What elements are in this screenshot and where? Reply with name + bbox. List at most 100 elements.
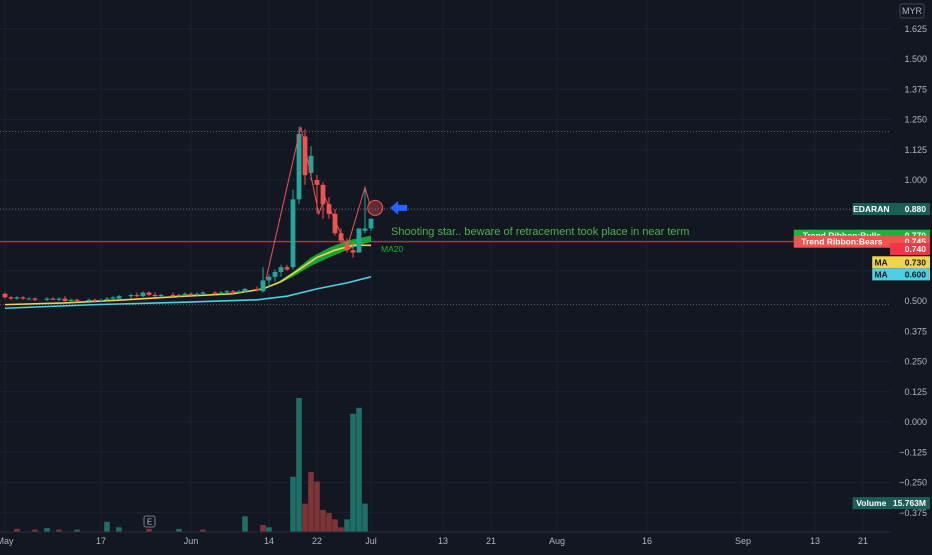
- candle[interactable]: [32, 297, 38, 301]
- candle[interactable]: [14, 296, 20, 300]
- x-tick-label: 21: [486, 536, 496, 546]
- candle[interactable]: [266, 274, 272, 287]
- candle[interactable]: [104, 297, 110, 301]
- candle[interactable]: [110, 296, 116, 300]
- candle-body: [350, 250, 356, 253]
- ma20-label: MA20: [381, 244, 403, 254]
- volume-bar: [344, 519, 350, 532]
- candle[interactable]: [230, 290, 236, 294]
- candle[interactable]: [170, 292, 176, 298]
- y-tick-label: 0.000: [904, 417, 927, 427]
- candle[interactable]: [356, 228, 362, 253]
- price-tags: 0.880 EDARAN 0.770 Trend Ribbon:Bulls 0.745 T…: [793, 203, 930, 510]
- candle[interactable]: [50, 297, 56, 300]
- candle-body: [236, 291, 242, 293]
- candle[interactable]: [332, 209, 338, 236]
- price-tag-value: 0.770: [905, 231, 927, 241]
- volume-bar: [338, 527, 344, 532]
- candle[interactable]: [260, 267, 266, 293]
- candle[interactable]: [44, 297, 50, 301]
- candle[interactable]: [200, 291, 206, 295]
- candle[interactable]: [158, 293, 164, 298]
- candle[interactable]: [116, 294, 122, 300]
- candle[interactable]: [326, 196, 332, 219]
- candle[interactable]: [242, 287, 248, 293]
- candle[interactable]: [68, 298, 74, 303]
- candle[interactable]: [362, 189, 368, 234]
- candle[interactable]: [182, 292, 188, 297]
- x-tick-label: 16: [642, 536, 652, 546]
- candle[interactable]: [188, 292, 194, 297]
- candle[interactable]: [302, 129, 308, 185]
- candle[interactable]: [212, 291, 218, 295]
- candle[interactable]: [254, 286, 260, 292]
- candle[interactable]: [152, 292, 158, 298]
- y-tick-label: 1.375: [904, 84, 927, 94]
- price-tag-label-box: [793, 235, 890, 248]
- price-tag: 15.763M Volume: [852, 497, 930, 510]
- candle-body: [230, 291, 236, 293]
- y-tick-label: 0.250: [904, 357, 927, 367]
- candle[interactable]: [92, 298, 98, 303]
- candle[interactable]: [272, 269, 278, 282]
- candle[interactable]: [134, 292, 140, 298]
- candle-body: [260, 280, 266, 292]
- price-tag-label: Volume: [856, 498, 886, 508]
- candle[interactable]: [128, 293, 134, 299]
- candle-body: [218, 292, 224, 294]
- candle[interactable]: [56, 297, 62, 301]
- x-axis-ticks: May 17 Jun 14 22 Jul 13 21 Aug 16 Sep 13 21: [0, 536, 868, 546]
- candle[interactable]: [236, 290, 242, 294]
- candle-body: [320, 184, 326, 205]
- candle-body: [74, 299, 80, 301]
- volume-bar: [14, 528, 20, 532]
- y-tick-label: 1.125: [904, 145, 927, 155]
- y-tick-label: 1.250: [904, 115, 927, 125]
- event-marker[interactable]: E: [143, 515, 156, 528]
- candle-body: [254, 288, 260, 291]
- volume-bar: [266, 527, 272, 532]
- candle[interactable]: [86, 298, 92, 304]
- candle[interactable]: [140, 291, 146, 298]
- event-marker-label: E: [147, 518, 152, 527]
- candle[interactable]: [224, 290, 230, 294]
- candle[interactable]: [278, 264, 284, 277]
- blue-arrow-icon: [390, 200, 408, 215]
- candle[interactable]: [218, 291, 224, 295]
- candle[interactable]: [2, 292, 8, 299]
- candle[interactable]: [74, 298, 80, 303]
- candle-body: [290, 199, 296, 268]
- time-axis[interactable]: [0, 532, 891, 550]
- candle[interactable]: [8, 296, 14, 300]
- price-tag-value-box: [890, 203, 930, 216]
- candle-body: [158, 294, 164, 297]
- candle[interactable]: [368, 218, 374, 231]
- candle-body: [116, 296, 122, 299]
- candle-body: [326, 204, 332, 214]
- candle[interactable]: [290, 189, 296, 270]
- candle[interactable]: [26, 297, 32, 300]
- x-tick-label: 21: [858, 536, 868, 546]
- volume-bar: [320, 509, 326, 532]
- candle[interactable]: [146, 291, 152, 297]
- candle-body: [338, 233, 344, 241]
- candle[interactable]: [350, 242, 356, 258]
- price-tag-value: 0.730: [905, 257, 927, 267]
- candle-body: [284, 267, 290, 270]
- candle[interactable]: [284, 264, 290, 271]
- price-tag-value: 0.880: [905, 204, 927, 214]
- volume-bar: [296, 398, 302, 532]
- candle[interactable]: [62, 296, 68, 303]
- candle[interactable]: [194, 292, 200, 297]
- drawings: [265, 126, 408, 280]
- candle[interactable]: [20, 296, 26, 300]
- candle[interactable]: [296, 126, 302, 205]
- candle-body: [308, 155, 314, 173]
- candle[interactable]: [98, 298, 104, 303]
- candle[interactable]: [338, 228, 344, 243]
- candle[interactable]: [176, 293, 182, 298]
- price-tag: 0.730 MA: [872, 256, 930, 269]
